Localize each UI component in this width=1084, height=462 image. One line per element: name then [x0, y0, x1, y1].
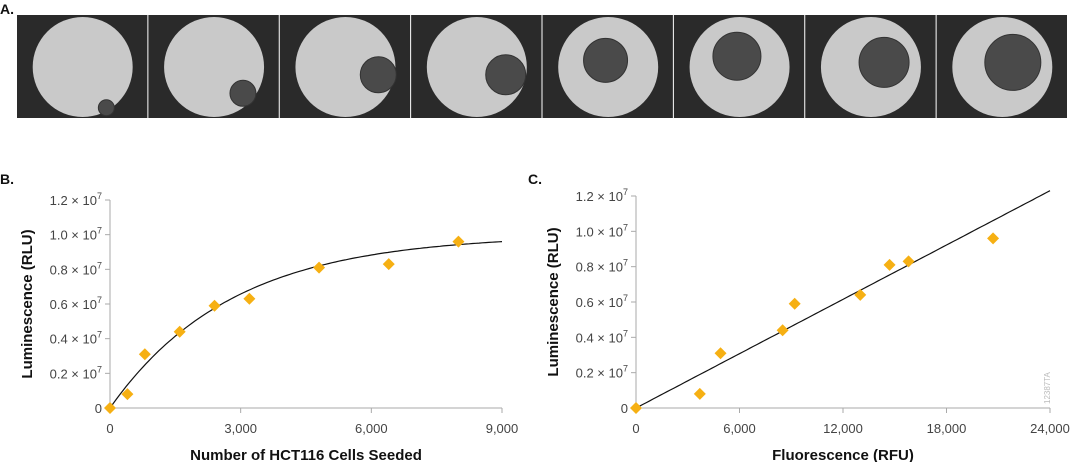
data-point	[452, 235, 465, 248]
micrograph	[411, 15, 542, 118]
spheroid	[359, 56, 397, 94]
micrograph	[542, 15, 673, 118]
y-tick-label: 1.2 × 107	[576, 187, 628, 204]
data-point	[313, 261, 326, 274]
y-tick-label: 0	[95, 401, 102, 416]
fit-line	[109, 241, 503, 409]
y-axis-title: Luminescence (RLU)	[545, 227, 562, 376]
y-tick-label: 0.6 × 107	[50, 295, 102, 312]
x-tick-label: 24,000	[1030, 421, 1070, 436]
data-point	[104, 402, 116, 414]
y-tick-label: 1.0 × 107	[50, 226, 102, 243]
y-tick-label: 1.0 × 107	[576, 222, 628, 239]
data-point	[854, 288, 867, 301]
data-point	[121, 388, 134, 401]
spheroid	[229, 79, 257, 107]
y-tick-label: 0.2 × 107	[576, 364, 628, 381]
x-tick-label: 12,000	[823, 421, 863, 436]
spheroid	[858, 36, 910, 88]
data-point	[902, 255, 915, 268]
fit-line	[635, 190, 1051, 409]
spheroid	[97, 99, 115, 117]
data-point	[173, 325, 186, 338]
well	[295, 17, 396, 117]
micrograph	[936, 15, 1067, 118]
x-tick-label: 9,000	[486, 421, 519, 436]
x-tick-label: 6,000	[355, 421, 388, 436]
data-point	[208, 299, 221, 312]
data-point	[987, 232, 1000, 245]
y-tick-label: 0.6 × 107	[576, 293, 628, 310]
micrograph-strip	[17, 15, 1067, 118]
data-point	[630, 402, 642, 414]
micrograph	[279, 15, 411, 118]
micrograph	[673, 15, 805, 118]
data-point	[243, 292, 256, 305]
micrograph	[148, 15, 279, 118]
panel-label-b: B.	[0, 171, 14, 187]
watermark: 12387TA	[1043, 371, 1052, 404]
panel-label-a: A.	[0, 1, 14, 17]
data-point	[382, 258, 395, 271]
y-tick-label: 0.8 × 107	[576, 258, 628, 275]
x-axis-title: Fluorescence (RFU)	[772, 447, 914, 462]
y-tick-label: 0.8 × 107	[50, 260, 102, 277]
data-point	[693, 387, 706, 400]
x-tick-label: 3,000	[224, 421, 257, 436]
y-tick-label: 0	[621, 401, 628, 416]
spheroid	[583, 37, 629, 83]
data-point	[714, 347, 727, 360]
y-tick-label: 1.2 × 107	[50, 191, 102, 208]
x-tick-label: 0	[106, 421, 113, 436]
data-point	[138, 348, 151, 361]
x-axis-title: Number of HCT116 Cells Seeded	[190, 447, 422, 462]
chart-b: 0 0.2 × 107 0.4 × 107 0.6 × 107 0.8 × 107 1.0…	[19, 191, 518, 462]
y-tick-label: 0.2 × 107	[50, 364, 102, 381]
y-axis-title: Luminescence (RLU)	[19, 229, 36, 378]
data-point	[788, 297, 801, 310]
micrograph	[17, 15, 148, 118]
data-point	[883, 258, 896, 271]
spheroid	[485, 54, 527, 96]
chart-c: 0 0.2 × 107 0.4 × 107 0.6 × 107 0.8 × 107 1.0…	[545, 187, 1070, 462]
spheroid	[712, 31, 762, 81]
micrograph	[805, 15, 936, 118]
spheroid	[984, 33, 1042, 91]
data-point	[776, 324, 789, 337]
y-tick-label: 0.4 × 107	[50, 330, 102, 347]
panel-label-c: C.	[528, 171, 542, 187]
x-tick-label: 0	[632, 421, 639, 436]
x-tick-label: 6,000	[723, 421, 756, 436]
y-tick-label: 0.4 × 107	[576, 328, 628, 345]
well	[32, 17, 133, 117]
x-tick-label: 18,000	[927, 421, 967, 436]
